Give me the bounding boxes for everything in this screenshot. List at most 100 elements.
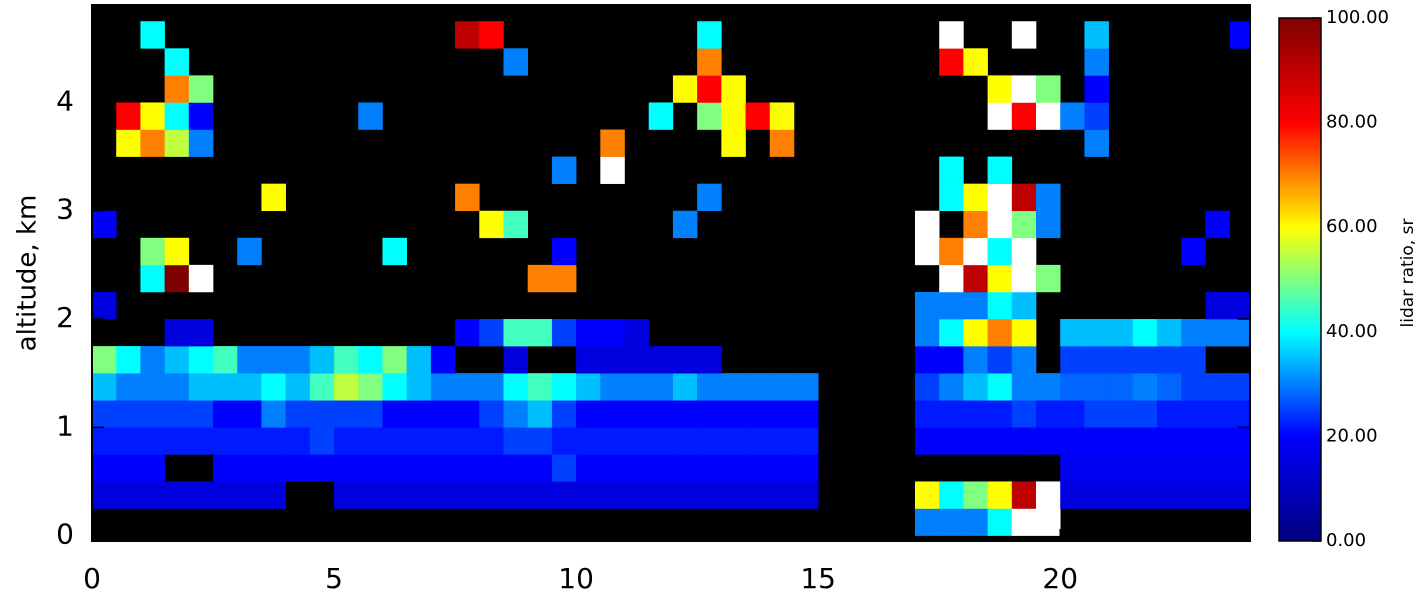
cell [1108, 454, 1134, 482]
cell [479, 21, 504, 49]
cell [92, 373, 117, 401]
cell [1132, 373, 1158, 401]
cell [648, 102, 674, 130]
cell [987, 481, 1013, 509]
cell [358, 481, 383, 509]
cell [92, 427, 117, 455]
cell [1132, 400, 1158, 428]
cell [1060, 319, 1085, 347]
cell [939, 48, 964, 76]
cell [92, 346, 117, 374]
cell [382, 373, 407, 401]
cell [1132, 454, 1158, 482]
cell [914, 346, 940, 374]
cell [1229, 21, 1250, 49]
cell [382, 400, 407, 428]
x-tick-label: 15 [800, 562, 836, 595]
cell [721, 129, 746, 157]
cell [769, 427, 795, 455]
cell [430, 427, 456, 455]
cell [914, 237, 940, 266]
cell [430, 373, 456, 401]
cell [745, 454, 771, 482]
cell [939, 183, 964, 212]
cell [527, 481, 553, 509]
cell [503, 373, 529, 401]
cell [963, 291, 988, 320]
cell [1060, 481, 1085, 509]
cell [334, 400, 359, 428]
cell [1011, 346, 1037, 374]
cell [1036, 400, 1061, 428]
cell [1011, 373, 1037, 401]
cell [914, 481, 940, 509]
colorbar-label: lidar ratio, sr [1398, 219, 1418, 328]
cell [140, 373, 165, 401]
cell [1181, 400, 1206, 428]
cell [1084, 400, 1109, 428]
cell [237, 454, 262, 482]
cell [963, 264, 988, 293]
cell [455, 21, 480, 49]
cell [1011, 210, 1037, 239]
cell [1205, 481, 1230, 509]
cell [358, 400, 383, 428]
cell [963, 48, 988, 76]
cell [455, 481, 480, 509]
cell [1205, 210, 1230, 239]
cell [261, 183, 286, 212]
cell [1011, 264, 1037, 293]
cell [1181, 319, 1206, 347]
cell [939, 346, 964, 374]
cell [406, 427, 432, 455]
cell [672, 427, 698, 455]
cell [624, 427, 650, 455]
cell [648, 346, 674, 374]
cell [624, 454, 650, 482]
cell [406, 346, 432, 374]
cell [1036, 481, 1061, 509]
cell [1205, 427, 1230, 455]
cell [963, 183, 988, 212]
cell [963, 373, 988, 401]
cell [987, 508, 1013, 536]
cell [116, 427, 141, 455]
cell [188, 129, 214, 157]
cell [455, 183, 480, 212]
y-tick-label: 0 [56, 518, 74, 551]
cell [1084, 373, 1109, 401]
cell [334, 427, 359, 455]
cell [527, 373, 553, 401]
cell [213, 346, 238, 374]
cell [697, 373, 722, 401]
cell [576, 427, 601, 455]
cell [672, 454, 698, 482]
cell [1229, 373, 1250, 401]
cell [1205, 454, 1230, 482]
cell [1181, 481, 1206, 509]
cell [479, 373, 504, 401]
cell [1108, 373, 1134, 401]
cell [648, 481, 674, 509]
cell [939, 237, 964, 266]
colorbar-tick-label: 100.00 [1326, 7, 1389, 28]
cell [1011, 481, 1037, 509]
cell [261, 400, 286, 428]
cell [672, 210, 698, 239]
cell [987, 373, 1013, 401]
cell [503, 454, 529, 482]
cell [914, 508, 940, 536]
cell [1229, 454, 1250, 482]
cell [987, 75, 1013, 103]
cell [479, 481, 504, 509]
cell [188, 264, 214, 293]
axes: 0 5 10 15 20012340.0020.0040.0060.0080.00100… [56, 5, 1389, 595]
cell [551, 237, 577, 266]
cell [1205, 373, 1230, 401]
cell [430, 454, 456, 482]
cell [1036, 264, 1061, 293]
cell [140, 400, 165, 428]
cell [1108, 319, 1134, 347]
cell [503, 481, 529, 509]
cell [479, 454, 504, 482]
